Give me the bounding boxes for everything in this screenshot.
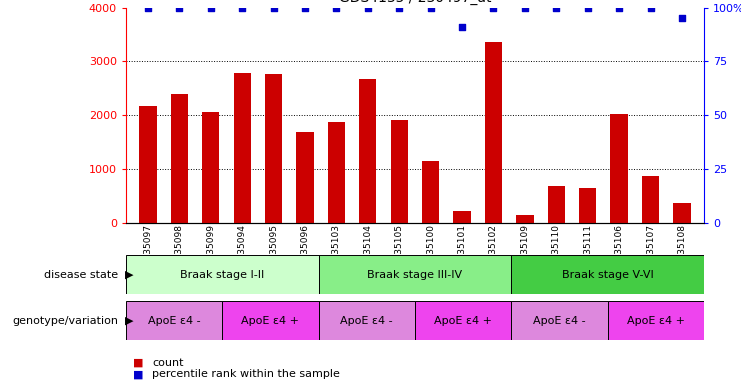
- Bar: [611, 114, 628, 223]
- Point: [393, 5, 405, 11]
- Text: ApoE ε4 +: ApoE ε4 +: [434, 316, 492, 326]
- Text: ApoE ε4 -: ApoE ε4 -: [533, 316, 586, 326]
- Text: ApoE ε4 -: ApoE ε4 -: [340, 316, 393, 326]
- Bar: [608, 301, 704, 340]
- Bar: [222, 301, 319, 340]
- Bar: [139, 106, 156, 223]
- Bar: [674, 204, 691, 223]
- Bar: [548, 186, 565, 223]
- Point: [614, 5, 625, 11]
- Bar: [319, 255, 511, 294]
- Bar: [485, 41, 502, 223]
- Bar: [265, 74, 282, 223]
- Point: [142, 5, 154, 11]
- Text: ■: ■: [133, 369, 144, 379]
- Bar: [422, 161, 439, 223]
- Point: [236, 5, 248, 11]
- Bar: [391, 119, 408, 223]
- Text: disease state: disease state: [44, 270, 119, 280]
- Bar: [126, 255, 319, 294]
- Point: [645, 5, 657, 11]
- Bar: [415, 301, 511, 340]
- Text: genotype/variation: genotype/variation: [13, 316, 119, 326]
- Text: ApoE ε4 +: ApoE ε4 +: [242, 316, 299, 326]
- Bar: [579, 188, 597, 223]
- Bar: [319, 301, 415, 340]
- Point: [551, 5, 562, 11]
- Point: [205, 5, 216, 11]
- Text: ApoE ε4 -: ApoE ε4 -: [147, 316, 201, 326]
- Title: GDS4135 / 230497_at: GDS4135 / 230497_at: [339, 0, 491, 5]
- Bar: [511, 255, 704, 294]
- Text: percentile rank within the sample: percentile rank within the sample: [152, 369, 340, 379]
- Bar: [511, 301, 608, 340]
- Point: [173, 5, 185, 11]
- Point: [362, 5, 373, 11]
- Point: [456, 24, 468, 30]
- Bar: [453, 212, 471, 223]
- Bar: [516, 215, 534, 223]
- Point: [488, 5, 499, 11]
- Point: [330, 5, 342, 11]
- Bar: [126, 301, 222, 340]
- Point: [519, 5, 531, 11]
- Text: ApoE ε4 +: ApoE ε4 +: [627, 316, 685, 326]
- Text: Braak stage V-VI: Braak stage V-VI: [562, 270, 654, 280]
- Text: count: count: [152, 358, 184, 368]
- Bar: [233, 73, 251, 223]
- Bar: [170, 94, 188, 223]
- Text: ■: ■: [133, 358, 144, 368]
- Point: [268, 5, 279, 11]
- Bar: [296, 132, 313, 223]
- Point: [582, 5, 594, 11]
- Bar: [642, 176, 659, 223]
- Bar: [359, 79, 376, 223]
- Text: ▶: ▶: [124, 270, 133, 280]
- Point: [299, 5, 311, 11]
- Text: Braak stage I-II: Braak stage I-II: [180, 270, 265, 280]
- Text: Braak stage III-IV: Braak stage III-IV: [368, 270, 462, 280]
- Point: [676, 15, 688, 22]
- Text: ▶: ▶: [124, 316, 133, 326]
- Bar: [328, 122, 345, 223]
- Bar: [202, 112, 219, 223]
- Point: [425, 5, 436, 11]
